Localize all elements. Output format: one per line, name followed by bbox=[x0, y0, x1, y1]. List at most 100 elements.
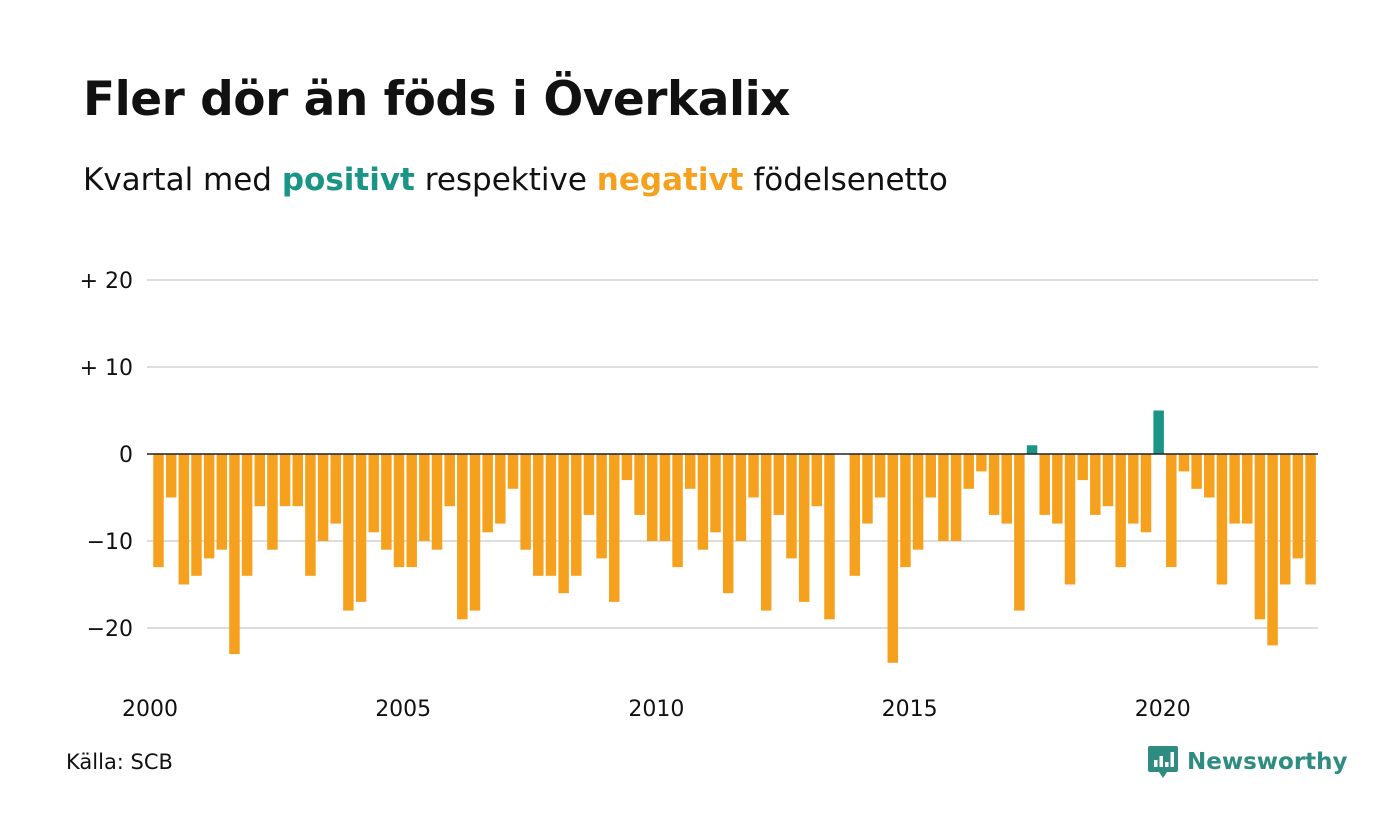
bar bbox=[203, 454, 215, 559]
bar bbox=[571, 454, 582, 576]
bar bbox=[1229, 454, 1240, 524]
bar bbox=[1026, 445, 1038, 454]
chart-title: Fler dör än föds i Överkalix bbox=[83, 72, 791, 127]
subtitle-prefix: Kvartal med bbox=[83, 162, 272, 198]
bar bbox=[457, 454, 468, 620]
bar bbox=[849, 454, 861, 576]
bar bbox=[545, 454, 557, 576]
bar bbox=[735, 454, 747, 541]
bar bbox=[925, 454, 937, 498]
bar bbox=[317, 454, 329, 541]
bar bbox=[305, 454, 316, 576]
x-tick-label: 2005 bbox=[375, 697, 431, 722]
bar bbox=[1267, 454, 1278, 646]
bar bbox=[406, 454, 417, 568]
bar bbox=[469, 454, 481, 611]
x-tick-label: 2000 bbox=[122, 697, 178, 722]
bar bbox=[1279, 454, 1291, 585]
bar bbox=[1001, 454, 1012, 524]
bar bbox=[976, 454, 987, 472]
bar bbox=[330, 454, 341, 524]
bar bbox=[697, 454, 709, 550]
bar bbox=[507, 454, 519, 489]
bar bbox=[596, 454, 607, 559]
source-note: Källa: SCB bbox=[66, 750, 173, 774]
bar bbox=[216, 454, 228, 550]
bar bbox=[1115, 454, 1126, 568]
subtitle-suffix: födelsenetto bbox=[753, 162, 948, 198]
bar bbox=[292, 454, 304, 507]
bar bbox=[621, 454, 633, 481]
bar bbox=[1039, 454, 1050, 515]
brand-logo: Newsworthy bbox=[1147, 744, 1348, 780]
bar bbox=[722, 454, 734, 594]
bar bbox=[862, 454, 873, 524]
bar bbox=[254, 454, 266, 507]
y-tick-label: 0 bbox=[119, 443, 133, 468]
bar bbox=[165, 454, 177, 498]
bar bbox=[1178, 454, 1190, 472]
bar bbox=[950, 454, 962, 541]
chart-subtitle: Kvartal med positivt respektive negativt… bbox=[83, 162, 948, 198]
bar bbox=[381, 454, 392, 550]
bar bbox=[1077, 454, 1088, 481]
bar bbox=[482, 454, 493, 533]
bar bbox=[1102, 454, 1114, 507]
bar bbox=[659, 454, 671, 541]
bar bbox=[1090, 454, 1101, 515]
bar bbox=[760, 454, 772, 611]
y-tick-label: −10 bbox=[87, 530, 133, 555]
bar bbox=[355, 454, 367, 602]
x-axis-tick-labels: 2000 2005 2010 2015 2020 bbox=[122, 697, 1191, 722]
bar bbox=[279, 454, 291, 507]
bar bbox=[798, 454, 810, 602]
bar bbox=[887, 454, 899, 663]
newsworthy-logo-icon bbox=[1148, 746, 1178, 778]
y-axis-tick-labels: + 20 + 10 0 −10 −20 bbox=[80, 269, 133, 642]
bar bbox=[1191, 454, 1202, 489]
bar bbox=[1204, 454, 1215, 498]
bar bbox=[748, 454, 759, 498]
bar bbox=[153, 454, 164, 568]
bars bbox=[153, 410, 1316, 663]
subtitle-middle: respektive bbox=[424, 162, 587, 198]
bar bbox=[938, 454, 949, 541]
bar bbox=[773, 454, 785, 515]
y-tick-label: + 20 bbox=[80, 269, 133, 294]
y-tick-label: −20 bbox=[87, 617, 133, 642]
bar bbox=[533, 454, 544, 576]
bar bbox=[988, 454, 1000, 515]
x-tick-label: 2020 bbox=[1135, 697, 1191, 722]
x-tick-label: 2010 bbox=[628, 697, 684, 722]
bar bbox=[710, 454, 721, 533]
bar bbox=[786, 454, 797, 559]
bar bbox=[558, 454, 569, 594]
bar bbox=[431, 454, 443, 550]
bar bbox=[912, 454, 924, 550]
bar bbox=[444, 454, 455, 507]
bar bbox=[229, 454, 240, 655]
bar bbox=[178, 454, 190, 585]
bar bbox=[368, 454, 379, 533]
subtitle-negative-word: negativt bbox=[596, 162, 744, 198]
bar bbox=[1128, 454, 1139, 524]
bar bbox=[1166, 454, 1177, 568]
bar bbox=[1153, 410, 1164, 454]
bar bbox=[963, 454, 974, 489]
bar bbox=[1292, 454, 1304, 559]
bar bbox=[495, 454, 506, 524]
bar bbox=[583, 454, 595, 515]
bar bbox=[393, 454, 405, 568]
bar bbox=[684, 454, 696, 489]
bar bbox=[824, 454, 835, 620]
bar bbox=[1140, 454, 1152, 533]
bar bbox=[874, 454, 886, 498]
bar bbox=[1254, 454, 1266, 620]
bar bbox=[609, 454, 620, 602]
bar bbox=[1052, 454, 1063, 524]
brand-name: Newsworthy bbox=[1187, 749, 1348, 775]
bar bbox=[241, 454, 253, 576]
bar bbox=[191, 454, 202, 576]
bar bbox=[811, 454, 823, 507]
bar bbox=[634, 454, 645, 515]
